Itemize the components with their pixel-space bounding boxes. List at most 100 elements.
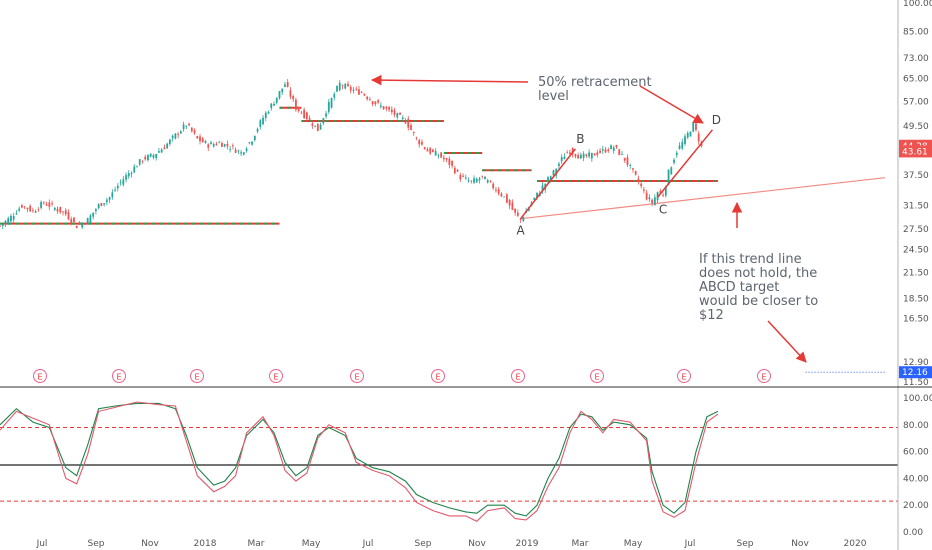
candle-body — [229, 148, 232, 150]
time-axis-label: Jul — [36, 539, 48, 549]
price-axis-tick: 27.50 — [903, 225, 929, 235]
candle-body — [418, 140, 421, 145]
candle-body — [659, 190, 662, 193]
candle-body — [1, 224, 4, 227]
price-axis-tick: 100.00 — [903, 0, 932, 9]
earnings-marker — [190, 369, 204, 383]
candle-body — [34, 211, 37, 213]
time-axis-label: 2018 — [194, 539, 217, 549]
candle-body — [558, 163, 560, 167]
candle-body — [369, 99, 371, 101]
candle-body — [92, 212, 95, 217]
candle-body — [182, 124, 185, 130]
candle-body — [18, 208, 21, 211]
candle-body — [615, 145, 618, 148]
candle-body — [190, 127, 193, 132]
candle-body — [155, 153, 158, 158]
price-label: 12.16 — [902, 368, 928, 378]
candle-body — [662, 195, 664, 197]
candle-body — [360, 92, 363, 93]
time-axis-label: May — [624, 539, 643, 549]
earnings-marker — [112, 369, 126, 383]
price-axis-tick: 21.50 — [903, 268, 929, 278]
price-axis-tick: 85.00 — [903, 27, 929, 37]
candle-body — [127, 173, 130, 177]
candle-body — [314, 125, 316, 127]
candle-body — [171, 135, 174, 139]
candle-body — [207, 144, 210, 148]
candle-body — [51, 203, 53, 205]
trend-line — [520, 177, 886, 220]
candle-body — [451, 160, 453, 166]
candle-body — [393, 110, 396, 115]
candle-body — [70, 219, 73, 223]
candle-body — [401, 117, 404, 119]
candle-body — [645, 192, 648, 200]
earnings-marker-label: E — [761, 373, 766, 382]
candle-body — [503, 196, 506, 198]
candle-body — [440, 152, 443, 158]
price-axis-tick: 12.90 — [903, 358, 929, 368]
candle-body — [256, 129, 259, 132]
candle-body — [448, 158, 451, 165]
candle-body — [21, 205, 23, 208]
price-axis-tick: 11.50 — [903, 378, 929, 388]
candle-body — [226, 143, 229, 147]
candle-body — [284, 84, 286, 87]
candle-body — [574, 154, 577, 157]
candle-body — [89, 215, 92, 223]
candle-body — [111, 192, 114, 198]
oscillator-axis-tick: 20.00 — [903, 501, 929, 511]
candle-body — [473, 178, 475, 183]
candle-body — [492, 183, 495, 189]
candle-body — [344, 84, 347, 89]
candle-body — [352, 89, 355, 91]
candle-body — [319, 124, 322, 130]
candle-body — [114, 189, 116, 191]
candle-body — [270, 103, 273, 109]
candle-body — [374, 101, 377, 105]
candle-body — [514, 208, 517, 213]
candle-body — [601, 149, 604, 151]
candle-body — [536, 192, 538, 198]
price-label-bg — [899, 145, 932, 158]
candle-body — [221, 143, 223, 147]
candle-body — [177, 133, 179, 135]
candle-body — [347, 83, 349, 87]
candle-body — [84, 223, 86, 225]
candle-body — [108, 197, 111, 200]
candle-body — [396, 112, 399, 118]
candle-body — [484, 176, 486, 180]
candle-body — [432, 149, 434, 152]
candle-body — [292, 95, 295, 100]
candle-body — [604, 149, 607, 153]
candle-body — [621, 154, 623, 155]
candle-body — [42, 202, 45, 204]
price-axis-tick: 18.50 — [903, 295, 929, 305]
pattern-point-label: C — [659, 202, 667, 216]
candle-body — [10, 215, 12, 222]
candle-body — [478, 178, 481, 181]
candle-body — [168, 139, 171, 144]
stochastic-panel: 100.00 80.00 60.00 40.00 20.00 0.00 Jul Sep Nov 2… — [0, 388, 932, 550]
candle-body — [686, 132, 689, 138]
candle-body — [297, 106, 300, 112]
candle-body — [59, 206, 62, 213]
annotation-arrow — [370, 74, 529, 86]
candle-body — [415, 137, 418, 139]
candle-body — [12, 215, 15, 220]
candle-body — [23, 206, 26, 208]
candle-body — [86, 218, 89, 224]
candle-body — [618, 149, 621, 156]
candle-body — [130, 173, 133, 174]
earnings-marker — [269, 369, 283, 383]
candle-body — [56, 208, 59, 212]
candle-body — [390, 109, 393, 113]
candle-body — [533, 197, 536, 200]
candle-body — [73, 217, 75, 222]
candle-body — [122, 179, 125, 185]
candle-body — [632, 168, 634, 170]
time-axis-label: May — [302, 539, 321, 549]
candle-body — [506, 194, 508, 203]
candle-body — [670, 167, 673, 175]
